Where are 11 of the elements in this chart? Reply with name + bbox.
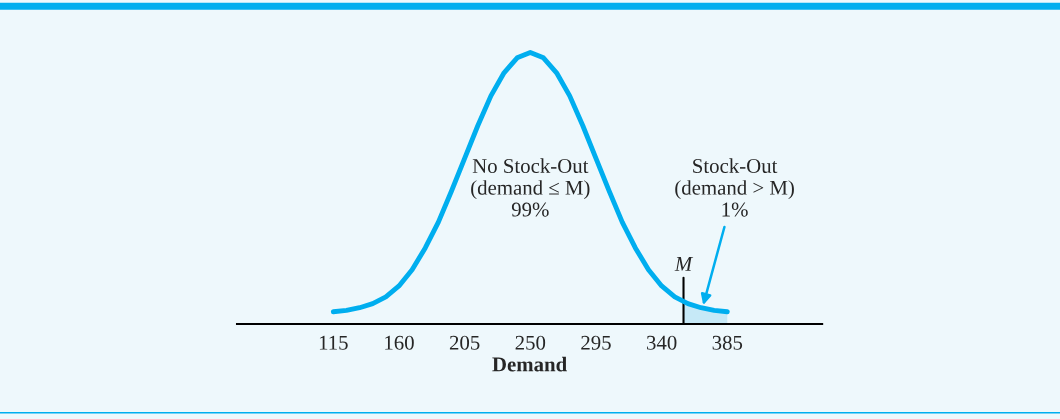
- x-tick-label: 295: [581, 335, 611, 350]
- x-tick-label: 160: [385, 335, 414, 350]
- x-tick-label: 115: [319, 335, 348, 350]
- x-tick-label: 250: [515, 335, 546, 350]
- x-axis-title: Demand: [492, 356, 567, 372]
- x-tick-label: 205: [449, 335, 480, 350]
- x-tick-label: 340: [647, 335, 677, 350]
- annotation: No Stock-Out (demand ≤ M) 99%: [471, 158, 590, 217]
- annotation: Stock-Out (demand > M) 1%: [675, 158, 794, 217]
- ref-line-label: M: [674, 257, 694, 271]
- x-tick-label: 385: [712, 335, 743, 350]
